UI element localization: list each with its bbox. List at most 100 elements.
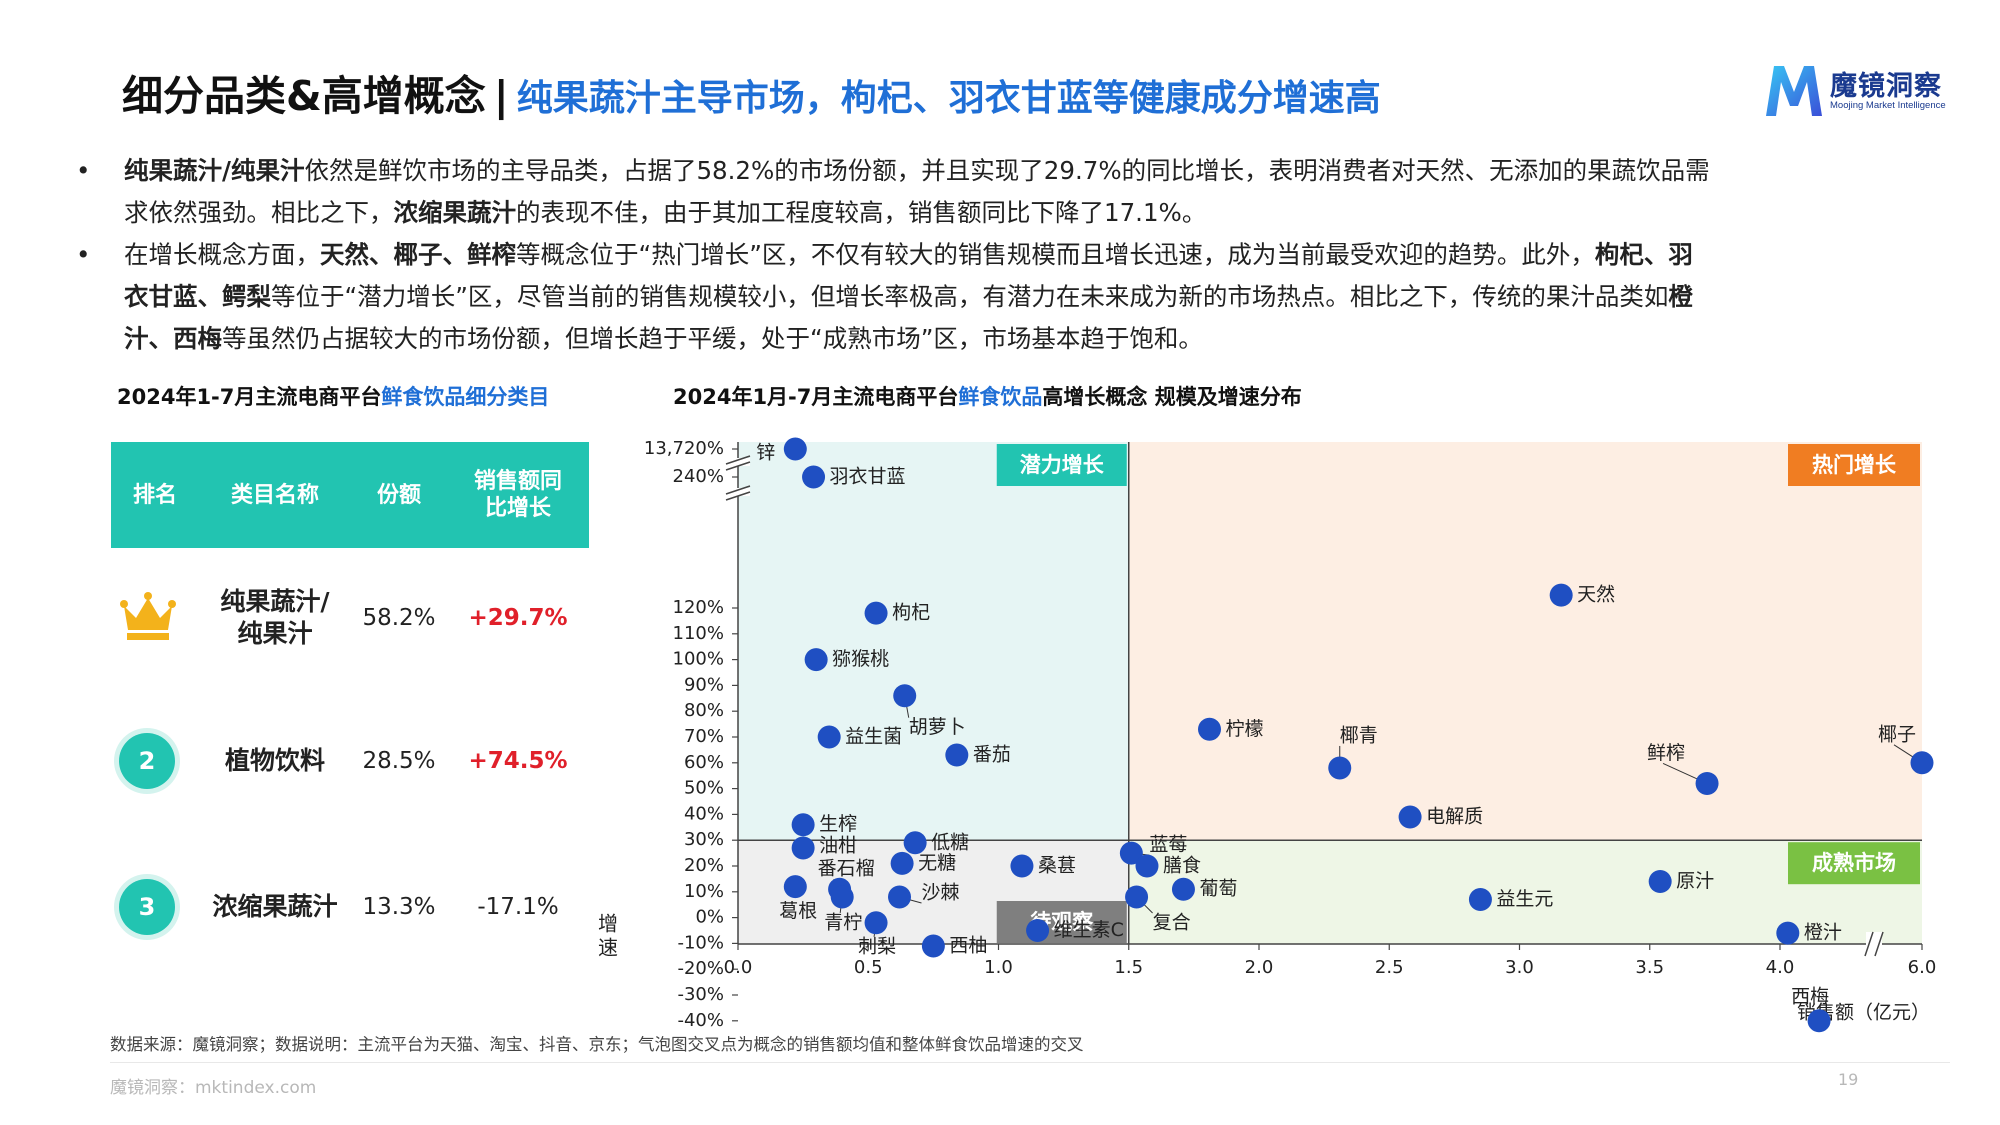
quadrant-label-potential: 潜力增长	[1020, 453, 1105, 477]
scatter-point	[864, 601, 888, 625]
point-label: 天然	[1577, 584, 1615, 606]
point-label: 鲜榨	[1647, 742, 1685, 764]
scatter-point	[1026, 919, 1050, 942]
y-tick-label: 40%	[684, 803, 724, 824]
point-label: 枸杞	[892, 602, 930, 624]
point-label: 胡萝卜	[909, 716, 966, 738]
y-tick-label: 80%	[684, 700, 724, 721]
bullet-dot: •	[76, 240, 91, 269]
quadrant-label-hot: 热门增长	[1812, 453, 1897, 477]
y-axis-title: 速	[598, 936, 618, 960]
header-growth-line1: 销售额同	[473, 469, 562, 494]
y-axis-break-mark	[725, 491, 751, 501]
point-label: 益生菌	[845, 726, 902, 748]
bullet-line: 求依然强劲。相比之下，浓缩果蔬汁的表现不佳，由于其加工程度较高，销售额同比下降了…	[124, 192, 1926, 234]
y-axis-break-mark	[725, 461, 751, 471]
scatter-point	[1010, 854, 1034, 878]
title-subtitle: 纯果蔬汁主导市场，枸杞、羽衣甘蓝等健康成分增速高	[516, 78, 1381, 119]
row-category-name: 浓缩果蔬汁	[212, 892, 338, 921]
bullet-text: 在增长概念方面，	[124, 240, 320, 269]
y-axis-break-mark	[725, 485, 751, 495]
x-tick-label: 1.5	[1114, 957, 1143, 978]
x-axis-break-mark	[1874, 931, 1884, 957]
bullet-text: 求依然强劲。相比之下，	[124, 198, 394, 227]
scatter-point	[1135, 854, 1159, 878]
summary-bullets: • 纯果蔬汁/纯果汁依然是鲜饮市场的主导品类，占据了58.2%的市场份额，并且实…	[76, 150, 1926, 360]
point-label: 油柑	[819, 834, 857, 856]
y-tick-label: 70%	[684, 726, 724, 747]
table-title-prefix: 2024年1-7月主流电商平台	[117, 385, 382, 409]
scatter-point	[1549, 583, 1573, 607]
bullet-bold-text: 衣甘蓝、鳄梨	[124, 282, 271, 311]
scatter-point	[921, 934, 945, 958]
x-tick-label: 0.5	[854, 957, 883, 978]
point-label: 西柚	[949, 934, 987, 956]
bullet-bold-text: 橙	[1668, 282, 1693, 311]
x-axis-break-gap	[1866, 932, 1882, 956]
y-tick-label: -30%	[677, 984, 724, 1005]
point-label: 番石榴	[818, 858, 875, 880]
y-tick-label: 13,720%	[644, 438, 724, 459]
point-label: 电解质	[1426, 805, 1483, 827]
page-number: 19	[1838, 1070, 1859, 1089]
scatter-point	[1648, 869, 1672, 893]
scatter-point	[1398, 805, 1422, 829]
row-growth: -17.1%	[477, 894, 559, 920]
scatter-point	[903, 831, 927, 855]
point-label: 无糖	[918, 852, 956, 874]
point-label: 西梅	[1791, 985, 1829, 1007]
crown-icon	[120, 592, 176, 640]
scatter-point	[804, 648, 828, 672]
rank-badge: 2	[119, 733, 175, 789]
header-growth: 销售额同 比增长	[447, 442, 589, 548]
chart-title-prefix: 2024年1月-7月主流电商平台	[673, 385, 959, 409]
scatter-point	[802, 465, 826, 489]
quadrant-label-potential-bg	[996, 444, 1127, 486]
header-rank: 排名	[132, 482, 177, 508]
title-separator: |	[493, 72, 509, 120]
scatter-point	[864, 911, 888, 935]
point-label: 低糖	[931, 831, 969, 853]
point-label: 椰子	[1878, 723, 1916, 745]
table-title-highlight: 鲜食饮品细分类目	[381, 385, 550, 409]
bullet-text: 的表现不佳，由于其加工程度较高，销售额同比下降了17.1%。	[516, 198, 1207, 227]
y-tick-label: 50%	[684, 778, 724, 799]
scatter-point	[893, 684, 917, 708]
row-share: 13.3%	[362, 894, 436, 920]
y-axis-break-gap	[726, 488, 750, 496]
y-tick-label: 100%	[673, 649, 724, 670]
x-axis-title: 销售额（亿元）	[1797, 1002, 1930, 1024]
scatter-point	[888, 885, 912, 909]
header-growth-line2: 比增长	[484, 496, 551, 521]
logo-name: 魔镜洞察	[1830, 71, 1942, 102]
title-main: 细分品类&高增概念	[122, 72, 486, 120]
scatter-point	[1328, 756, 1352, 780]
bullet-item-2: • 在增长概念方面，天然、椰子、鲜榨等概念位于“热门增长”区，不仅有较大的销售规…	[76, 234, 1926, 360]
scatter-point	[1119, 841, 1143, 865]
point-label: 桑葚	[1038, 855, 1076, 877]
bullet-bold-text: 枸杞、羽	[1594, 240, 1693, 269]
scatter-point	[791, 813, 815, 837]
bullet-text: 依然是鲜饮市场的主导品类，占据了58.2%的市场份额，并且实现了29.7%的同比…	[304, 156, 1710, 185]
row-growth: +74.5%	[468, 748, 568, 774]
bullet-bold-text: 汁、西梅	[124, 324, 222, 353]
data-source-note: 数据来源：魔镜洞察；数据说明：主流平台为天猫、淘宝、抖音、京东；气泡图交叉点为概…	[110, 1035, 1084, 1054]
y-tick-label: 20%	[684, 855, 724, 876]
point-label: 葛根	[779, 900, 817, 922]
scatter-point	[1695, 771, 1719, 795]
y-axis-break-gap	[726, 458, 750, 466]
y-tick-label: -10%	[677, 932, 724, 953]
scatter-point	[1171, 877, 1195, 901]
point-label: 蓝莓	[1149, 834, 1187, 856]
scatter-point	[1776, 921, 1800, 945]
logo-m-icon	[1766, 66, 1822, 116]
y-tick-label: 10%	[684, 881, 724, 902]
footer-divider	[110, 1062, 1950, 1063]
x-tick-label: 6.0	[1908, 957, 1937, 978]
page-title: 细分品类&高增概念 | 纯果蔬汁主导市场，枸杞、羽衣甘蓝等健康成分增速高	[122, 62, 1381, 122]
point-label: 生榨	[819, 813, 857, 835]
y-tick-label: 110%	[673, 623, 724, 644]
y-tick-label: -40%	[677, 1010, 724, 1031]
point-label: 番茄	[973, 744, 1011, 766]
